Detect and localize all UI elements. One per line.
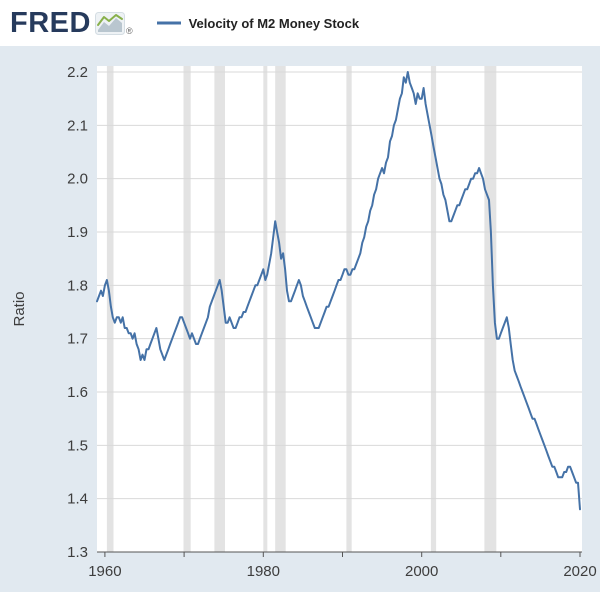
y-tick-label: 1.6 xyxy=(67,384,88,401)
registered-trademark: ® xyxy=(125,25,133,36)
y-axis-title: Ratio xyxy=(11,291,28,326)
recession-band xyxy=(484,66,497,552)
legend-line-swatch xyxy=(156,21,181,25)
y-tick-label: 1.9 xyxy=(67,224,88,241)
recession-band xyxy=(214,66,225,552)
fred-logo-text: FRED xyxy=(10,6,91,39)
y-tick-label: 1.8 xyxy=(67,277,88,294)
fred-logo[interactable]: FRED ® xyxy=(10,6,133,39)
x-tick-label: 1960 xyxy=(88,563,121,580)
x-tick-label: 1980 xyxy=(247,563,280,580)
recession-band xyxy=(430,66,437,552)
chart-region: 1.3 1.4 1.5 1.6 1.7 1.8 1.9 2.0 2.1 2.2 1960 1980 20… xyxy=(0,46,600,592)
x-tick-label: 2020 xyxy=(563,563,596,580)
fred-logo-chart-icon xyxy=(94,11,125,35)
y-tick-label: 2.2 xyxy=(67,64,88,81)
y-tick-label: 2.1 xyxy=(67,117,88,134)
plot-area xyxy=(97,66,582,552)
y-tick-label: 1.3 xyxy=(67,544,88,561)
series-line xyxy=(96,71,581,511)
y-tick-label: 1.5 xyxy=(67,437,88,454)
y-tick-label: 1.7 xyxy=(67,331,88,348)
chart-legend: Velocity of M2 Money Stock xyxy=(156,15,360,31)
recession-band xyxy=(275,66,286,552)
x-tick-label: 2000 xyxy=(405,563,438,580)
y-tick-label: 2.0 xyxy=(67,171,88,188)
recession-band xyxy=(183,66,191,552)
chart-header: FRED ® Velocity of M2 Money Stock xyxy=(0,0,600,46)
recession-band xyxy=(106,66,114,552)
legend-series-label: Velocity of M2 Money Stock xyxy=(188,15,360,31)
recession-band xyxy=(346,66,352,552)
chart-svg: 1.3 1.4 1.5 1.6 1.7 1.8 1.9 2.0 2.1 2.2 1960 1980 20… xyxy=(0,46,600,592)
y-tick-label: 1.4 xyxy=(67,491,88,508)
recession-band xyxy=(263,66,268,552)
